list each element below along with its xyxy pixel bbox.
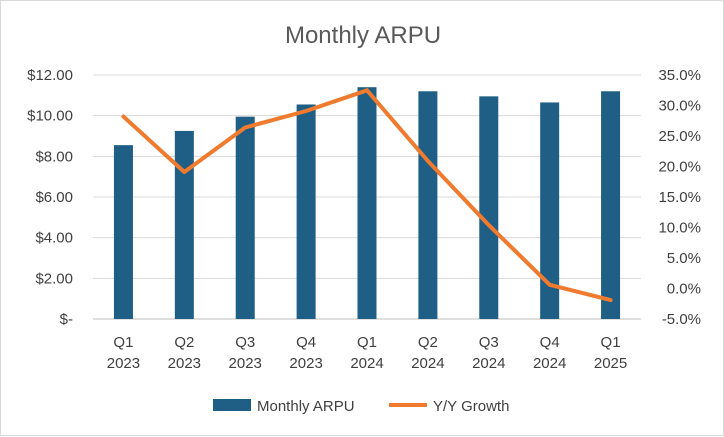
x-tick-quarter-4: Q1 <box>357 334 377 351</box>
bar-6 <box>479 96 498 319</box>
left-tick-label-0: $- <box>60 311 73 328</box>
legend: Monthly ARPU Y/Y Growth <box>213 398 509 415</box>
right-tick-label-5: 20.0% <box>658 159 701 176</box>
right-tick-label-6: 25.0% <box>658 128 701 145</box>
x-tick-quarter-3: Q4 <box>296 334 316 351</box>
x-tick-quarter-0: Q1 <box>113 334 133 351</box>
x-tick-quarter-1: Q2 <box>174 334 194 351</box>
bar-series <box>114 87 620 319</box>
x-tick-year-6: 2024 <box>472 355 505 372</box>
bar-2 <box>236 117 255 319</box>
left-axis: $- $2.00 $4.00 $6.00 $8.00 $10.00 $12.00 <box>27 67 73 328</box>
x-tick-year-2: 2023 <box>229 355 262 372</box>
left-tick-label-4: $8.00 <box>35 148 73 165</box>
x-tick-quarter-6: Q3 <box>479 334 499 351</box>
right-tick-label-1: 0.0% <box>667 281 701 298</box>
right-tick-label-0: -5.0% <box>662 311 701 328</box>
bar-5 <box>418 91 437 319</box>
x-tick-year-4: 2024 <box>350 355 383 372</box>
legend-bar-swatch <box>213 399 251 411</box>
x-tick-year-5: 2024 <box>411 355 444 372</box>
right-tick-label-4: 15.0% <box>658 189 701 206</box>
x-tick-quarter-8: Q1 <box>601 334 621 351</box>
right-tick-label-7: 30.0% <box>658 98 701 115</box>
right-tick-label-2: 5.0% <box>667 250 701 267</box>
left-tick-label-5: $10.00 <box>27 108 73 125</box>
bar-8 <box>601 91 620 319</box>
x-tick-year-8: 2025 <box>594 355 627 372</box>
right-tick-label-3: 10.0% <box>658 220 701 237</box>
legend-label-monthly-arpu: Monthly ARPU <box>257 398 355 415</box>
legend-label-yy-growth: Y/Y Growth <box>433 398 509 415</box>
x-tick-year-1: 2023 <box>168 355 201 372</box>
right-axis: -5.0% 0.0% 5.0% 10.0% 15.0% 20.0% 25.0% 30.0% 35… <box>658 67 701 328</box>
x-tick-year-7: 2024 <box>533 355 566 372</box>
bar-3 <box>297 104 316 319</box>
left-tick-label-3: $6.00 <box>35 189 73 206</box>
bar-1 <box>175 131 194 319</box>
x-tick-year-0: 2023 <box>107 355 140 372</box>
x-axis: Q1 2023 Q2 2023 Q3 2023 Q4 2023 Q1 2024 Q2 2024 Q3 20… <box>107 334 627 372</box>
bar-0 <box>114 145 133 319</box>
chart-title: Monthly ARPU <box>285 22 441 49</box>
bar-4 <box>358 87 377 319</box>
right-tick-label-8: 35.0% <box>658 67 701 84</box>
x-tick-quarter-2: Q3 <box>235 334 255 351</box>
left-tick-label-2: $4.00 <box>35 230 73 247</box>
left-tick-label-6: $12.00 <box>27 67 73 84</box>
left-tick-label-1: $2.00 <box>35 270 73 287</box>
x-tick-quarter-5: Q2 <box>418 334 438 351</box>
x-tick-quarter-7: Q4 <box>540 334 560 351</box>
x-tick-year-3: 2023 <box>289 355 322 372</box>
